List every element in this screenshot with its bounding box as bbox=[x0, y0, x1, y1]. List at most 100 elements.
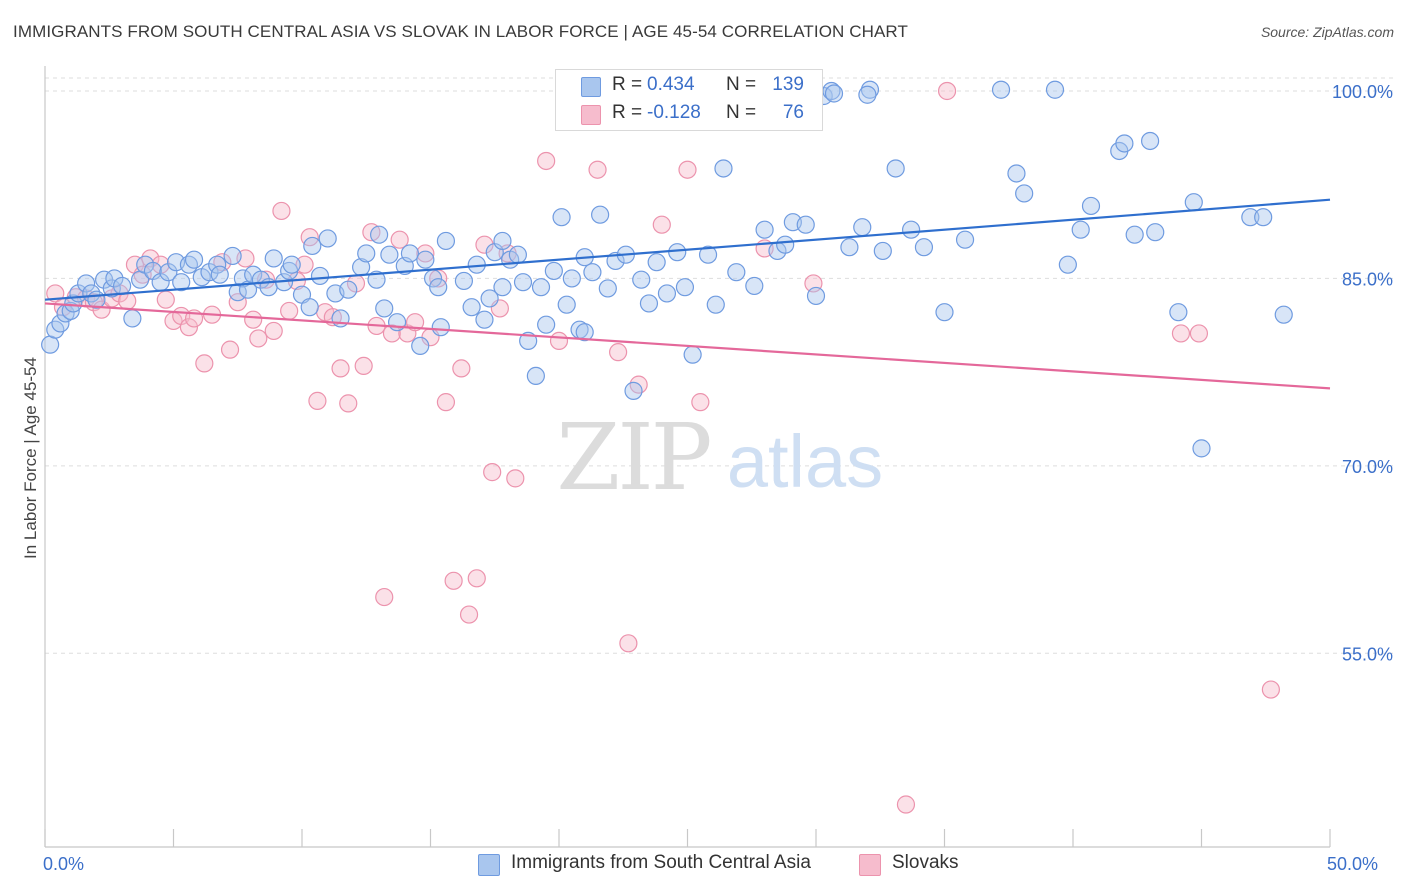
watermark-atlas: atlas bbox=[727, 420, 883, 503]
immigrants-point bbox=[64, 294, 83, 313]
legend-swatch-blue bbox=[581, 77, 601, 97]
legend-swatch-pink bbox=[859, 854, 881, 876]
immigrants-point bbox=[370, 225, 389, 244]
immigrants-point bbox=[562, 269, 581, 288]
legend-n-label: N = bbox=[726, 102, 757, 123]
immigrants-point bbox=[179, 255, 199, 274]
legend-r-value-pink: -0.128 bbox=[647, 102, 701, 123]
legend-series: Immigrants from South Central Asia Slova… bbox=[0, 852, 1406, 876]
slovaks-point bbox=[549, 331, 569, 351]
immigrants-point bbox=[51, 314, 70, 333]
immigrants-point bbox=[416, 250, 435, 269]
immigrants-point bbox=[375, 299, 394, 318]
immigrants-point bbox=[1146, 223, 1165, 242]
immigrants-point bbox=[300, 298, 319, 317]
immigrants-point bbox=[380, 245, 399, 264]
immigrants-point bbox=[1071, 220, 1090, 239]
axes-layer bbox=[44, 66, 1331, 848]
blue-points-layer bbox=[41, 80, 1293, 458]
chart-source: Source: ZipAtlas.com bbox=[1260, 24, 1394, 40]
immigrants-point bbox=[475, 310, 494, 329]
slovaks-point bbox=[272, 201, 291, 221]
immigrants-point bbox=[531, 278, 551, 297]
immigrants-point bbox=[914, 238, 934, 257]
slovaks-point bbox=[195, 354, 214, 373]
slovaks-point bbox=[331, 359, 350, 378]
immigrants-point bbox=[1169, 303, 1188, 322]
immigrants-point bbox=[873, 241, 892, 261]
legend-r-value-blue: 0.434 bbox=[647, 74, 695, 95]
slovaks-point bbox=[382, 324, 402, 343]
immigrants-point bbox=[591, 205, 610, 224]
slovaks-point bbox=[249, 329, 268, 348]
immigrants-point bbox=[493, 231, 512, 251]
immigrants-point bbox=[1140, 131, 1160, 151]
slovaks-point bbox=[339, 394, 358, 413]
immigrants-point bbox=[1045, 80, 1065, 99]
slovaks-point bbox=[588, 160, 607, 179]
immigrants-point bbox=[303, 236, 322, 256]
immigrants-point bbox=[429, 278, 448, 297]
immigrants-point bbox=[598, 279, 617, 298]
immigrants-point bbox=[853, 218, 872, 237]
legend-label-slovaks: Slovaks bbox=[892, 852, 959, 873]
slovaks-point bbox=[179, 318, 199, 337]
immigrants-point bbox=[1192, 439, 1211, 458]
immigrants-point bbox=[367, 270, 386, 289]
immigrants-point bbox=[318, 229, 337, 248]
legend-correlation: R = 0.434 N = 139 R = -0.128 N = 76 bbox=[555, 69, 823, 131]
immigrants-point bbox=[557, 295, 576, 314]
immigrants-point bbox=[112, 276, 132, 296]
immigrants-point bbox=[436, 231, 456, 251]
slovaks-point bbox=[609, 343, 628, 362]
immigrants-point bbox=[282, 255, 301, 274]
slovaks-point bbox=[375, 587, 394, 607]
immigrants-point bbox=[991, 80, 1011, 99]
legend-n-value-pink: 76 bbox=[782, 102, 804, 123]
immigrants-point bbox=[431, 318, 450, 337]
slovaks-point bbox=[354, 356, 373, 376]
immigrants-point bbox=[493, 278, 512, 297]
slovaks-point bbox=[483, 463, 502, 482]
slovaks-trend-line bbox=[44, 302, 1331, 390]
immigrants-point bbox=[796, 215, 815, 234]
slovaks-point bbox=[652, 215, 671, 234]
slovaks-point bbox=[390, 230, 409, 249]
y-axis-title: In Labor Force | Age 45-54 bbox=[21, 357, 40, 559]
immigrants-point bbox=[1015, 184, 1034, 203]
x-tick-label: 50.0% bbox=[1327, 854, 1378, 874]
immigrants-point bbox=[233, 269, 252, 288]
immigrants-point bbox=[462, 298, 481, 317]
immigrants-point bbox=[647, 253, 666, 272]
slovaks-point bbox=[436, 393, 456, 412]
immigrants-point bbox=[123, 309, 142, 328]
immigrants-point bbox=[1081, 196, 1101, 216]
immigrants-point bbox=[184, 250, 204, 269]
immigrants-trend-line bbox=[44, 198, 1331, 301]
immigrants-point bbox=[745, 276, 764, 296]
immigrants-point bbox=[706, 295, 725, 314]
immigrants-point bbox=[552, 208, 571, 227]
slovaks-point bbox=[444, 571, 463, 590]
trend-layer bbox=[44, 198, 1331, 390]
immigrants-point bbox=[339, 280, 358, 299]
immigrants-point bbox=[632, 270, 651, 289]
immigrants-point bbox=[1115, 134, 1134, 153]
immigrants-point bbox=[575, 323, 594, 342]
immigrants-point bbox=[955, 230, 975, 249]
immigrants-point bbox=[411, 336, 430, 356]
labels-layer: 100.0% 85.0% 70.0% 55.0% 0.0% 50.0% bbox=[43, 82, 1393, 874]
slovaks-point bbox=[405, 313, 425, 332]
immigrants-point bbox=[886, 159, 905, 178]
slovaks-point bbox=[619, 634, 638, 653]
immigrants-point bbox=[172, 273, 191, 292]
slovaks-point bbox=[459, 605, 479, 624]
immigrants-point bbox=[223, 246, 242, 266]
immigrants-point bbox=[698, 245, 718, 264]
slovaks-point bbox=[1171, 324, 1191, 343]
immigrants-point bbox=[1274, 305, 1293, 324]
slovaks-point bbox=[506, 469, 525, 488]
slovaks-point bbox=[467, 569, 486, 588]
immigrants-point bbox=[657, 284, 677, 303]
